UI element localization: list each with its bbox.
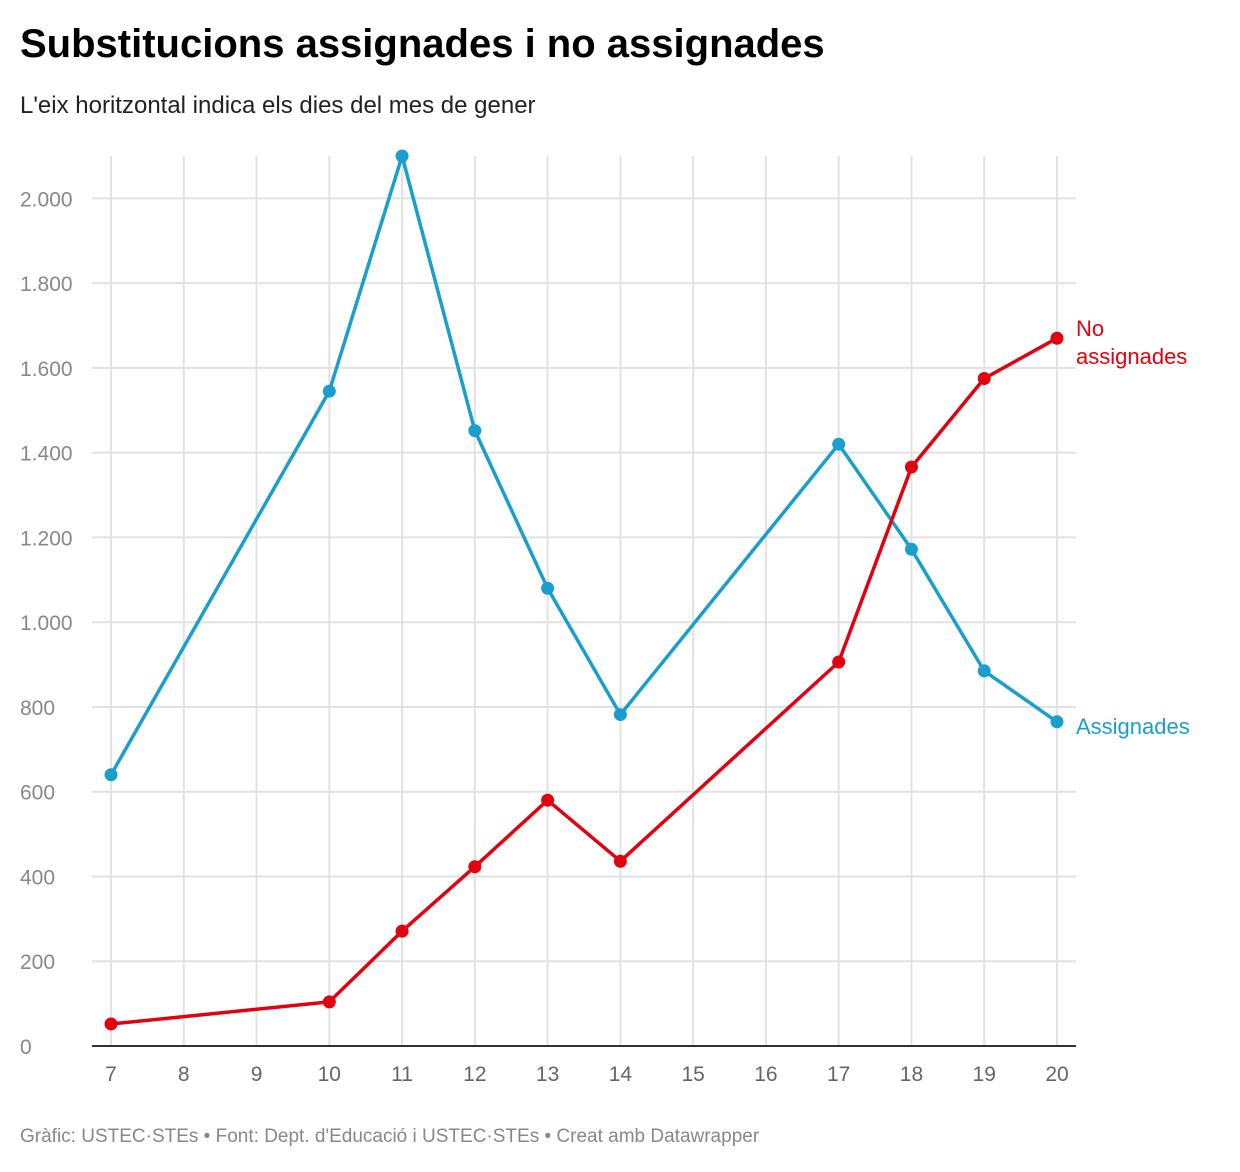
x-tick-label: 11 <box>391 1063 413 1086</box>
y-tick-label: 1.400 <box>20 443 73 466</box>
y-tick-label: 2.000 <box>20 188 73 211</box>
data-point <box>977 664 991 678</box>
grid <box>92 156 1076 1047</box>
data-point <box>613 854 627 868</box>
data-point <box>904 460 918 474</box>
y-tick-label: 600 <box>20 782 55 805</box>
series-label: Assignades <box>1076 714 1190 739</box>
y-tick-label: 200 <box>20 951 55 974</box>
y-tick-label: 1.000 <box>20 612 73 635</box>
chart-footer: Gràfic: USTEC·STEs • Font: Dept. d'Educa… <box>20 1126 760 1147</box>
y-tick-label: 1.800 <box>20 273 73 296</box>
data-point <box>832 437 846 451</box>
data-point <box>104 1017 118 1031</box>
data-point <box>395 924 409 938</box>
x-tick-label: 14 <box>609 1063 633 1086</box>
data-point <box>104 768 118 782</box>
chart-title: Substitucions assignades i no assignades <box>20 22 825 66</box>
y-tick-label: 400 <box>20 866 55 889</box>
x-tick-label: 10 <box>318 1063 341 1086</box>
x-tick-label: 20 <box>1045 1063 1068 1086</box>
x-tick-label: 13 <box>536 1063 559 1086</box>
x-tick-label: 18 <box>900 1063 923 1086</box>
data-point <box>1050 331 1064 345</box>
x-tick-label: 16 <box>754 1063 777 1086</box>
chart-subtitle: L'eix horitzontal indica els dies del me… <box>20 92 536 119</box>
data-point <box>613 708 627 722</box>
series-labels: Assignades No assignades <box>1076 316 1190 739</box>
series-line <box>110 336 1058 1026</box>
data-point <box>322 995 336 1009</box>
data-point <box>322 384 336 398</box>
series-line <box>109 154 1059 776</box>
series-layer <box>104 149 1064 1031</box>
x-tick-label: 8 <box>178 1063 190 1086</box>
data-point <box>1050 715 1064 729</box>
y-tick-label: 800 <box>20 697 55 720</box>
y-tick-label: 0 <box>20 1036 32 1059</box>
y-tick-label: 1.600 <box>20 358 73 381</box>
x-axis-ticks: 7 8 9 10 11 12 13 14 15 16 17 18 19 20 <box>105 1063 1069 1086</box>
data-point <box>468 860 482 874</box>
data-point <box>395 149 409 163</box>
data-point <box>977 372 991 385</box>
x-tick-label: 9 <box>251 1063 263 1086</box>
x-tick-label: 12 <box>463 1063 486 1086</box>
data-point <box>541 793 555 807</box>
x-tick-label: 19 <box>973 1063 996 1086</box>
y-axis-ticks: 0 200 400 600 800 1.000 1.200 1.400 1.600 1.800 2.… <box>20 188 73 1059</box>
x-tick-label: 7 <box>105 1063 117 1086</box>
data-point <box>904 542 918 556</box>
y-tick-label: 1.200 <box>20 527 73 550</box>
x-tick-label: 17 <box>827 1063 850 1086</box>
x-tick-label: 15 <box>681 1063 704 1086</box>
data-point <box>541 581 555 595</box>
data-point <box>832 655 846 669</box>
data-point <box>468 424 482 438</box>
series-label: assignades <box>1076 344 1187 369</box>
series-label: No <box>1076 316 1104 341</box>
